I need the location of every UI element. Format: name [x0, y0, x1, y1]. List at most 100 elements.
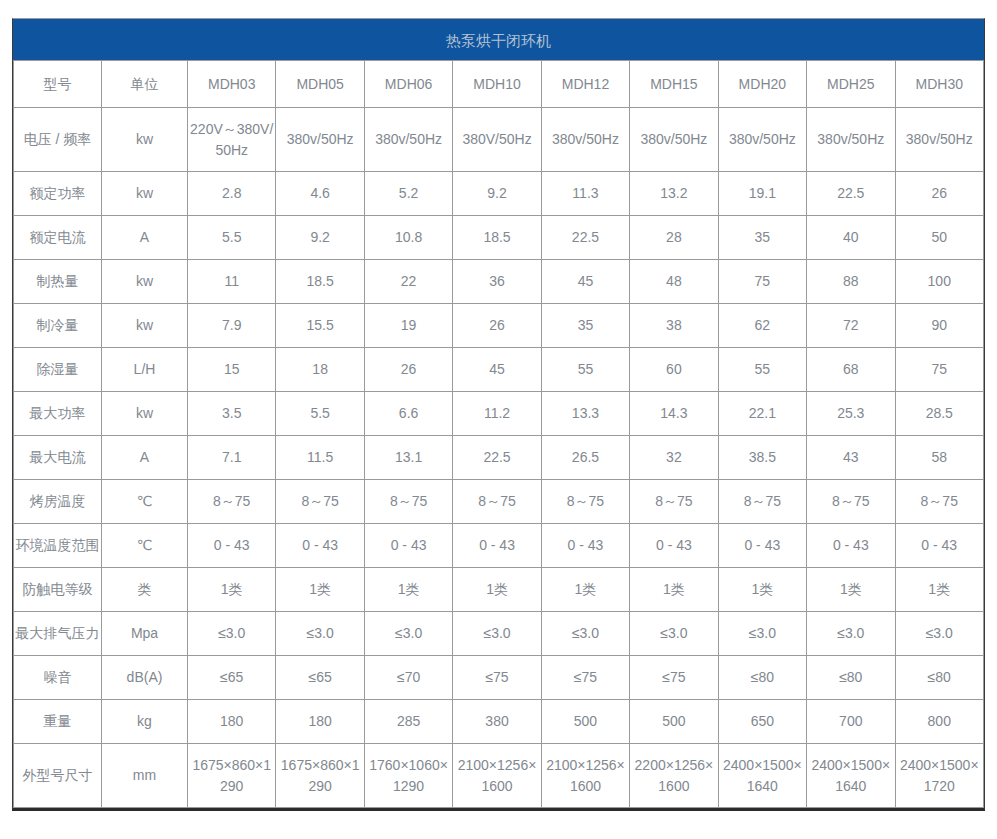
table-cell: 18.5: [453, 216, 541, 260]
table-row: 噪音dB(A)≤65≤65≤70≤75≤75≤75≤80≤80≤80: [14, 656, 984, 700]
table-cell: ≤3.0: [895, 612, 984, 656]
table-cell: 1760×1060×1290: [364, 744, 452, 808]
table-cell: 1类: [895, 568, 984, 612]
row-label: 最大排气压力: [14, 612, 102, 656]
table-cell: 5.5: [276, 392, 364, 436]
table-cell: 28: [630, 216, 718, 260]
column-header-mdh12: MDH12: [541, 61, 629, 108]
table-cell: 650: [718, 700, 806, 744]
spec-table: 热泵烘干闭环机 型号单位MDH03MDH05MDH06MDH10MDH12MDH…: [13, 19, 984, 808]
table-cell: 220V～380V/50Hz: [188, 108, 276, 172]
table-cell: 100: [895, 260, 984, 304]
table-row: 最大排气压力Mpa≤3.0≤3.0≤3.0≤3.0≤3.0≤3.0≤3.0≤3.…: [14, 612, 984, 656]
table-cell: 11.5: [276, 436, 364, 480]
table-row: 额定电流A5.59.210.818.522.528354050: [14, 216, 984, 260]
row-unit: kw: [102, 260, 188, 304]
table-cell: 0 - 43: [188, 524, 276, 568]
table-cell: 13.2: [630, 172, 718, 216]
row-label: 噪音: [14, 656, 102, 700]
column-header-mdh05: MDH05: [276, 61, 364, 108]
column-header-row: 型号单位MDH03MDH05MDH06MDH10MDH12MDH15MDH20M…: [14, 61, 984, 108]
table-cell: 36: [453, 260, 541, 304]
row-label: 外型号尺寸: [14, 744, 102, 808]
table-cell: 800: [895, 700, 984, 744]
table-row: 制热量kw1118.5223645487588100: [14, 260, 984, 304]
table-cell: 50: [895, 216, 984, 260]
table-cell: ≤65: [188, 656, 276, 700]
table-cell: 1类: [807, 568, 895, 612]
row-unit: kw: [102, 392, 188, 436]
table-cell: 7.1: [188, 436, 276, 480]
table-cell: 0 - 43: [807, 524, 895, 568]
row-label: 额定电流: [14, 216, 102, 260]
row-label: 环境温度范围: [14, 524, 102, 568]
table-cell: 22.1: [718, 392, 806, 436]
table-row: 防触电等级类1类1类1类1类1类1类1类1类1类: [14, 568, 984, 612]
table-cell: ≤75: [630, 656, 718, 700]
table-cell: 88: [807, 260, 895, 304]
table-cell: 380: [453, 700, 541, 744]
table-cell: 38.5: [718, 436, 806, 480]
table-cell: 26: [364, 348, 452, 392]
table-cell: 1类: [630, 568, 718, 612]
table-row: 制冷量kw7.915.519263538627290: [14, 304, 984, 348]
table-cell: 40: [807, 216, 895, 260]
table-cell: 1类: [188, 568, 276, 612]
table-cell: 2400×1500×1640: [807, 744, 895, 808]
row-unit: kw: [102, 108, 188, 172]
row-unit: mm: [102, 744, 188, 808]
table-cell: 8～75: [541, 480, 629, 524]
table-row: 额定功率kw2.84.65.29.211.313.219.122.526: [14, 172, 984, 216]
table-row: 外型号尺寸mm1675×860×12901675×860×12901760×10…: [14, 744, 984, 808]
row-unit: L/H: [102, 348, 188, 392]
table-cell: 35: [541, 304, 629, 348]
row-label: 制冷量: [14, 304, 102, 348]
row-label: 除湿量: [14, 348, 102, 392]
table-cell: 8～75: [807, 480, 895, 524]
table-cell: 380v/50Hz: [895, 108, 984, 172]
row-unit: ℃: [102, 480, 188, 524]
table-cell: 380v/50Hz: [541, 108, 629, 172]
table-cell: 13.3: [541, 392, 629, 436]
table-cell: 500: [630, 700, 718, 744]
row-unit: kg: [102, 700, 188, 744]
table-cell: 5.2: [364, 172, 452, 216]
row-unit: kw: [102, 172, 188, 216]
row-label: 最大功率: [14, 392, 102, 436]
row-label: 额定功率: [14, 172, 102, 216]
row-unit: Mpa: [102, 612, 188, 656]
table-cell: 62: [718, 304, 806, 348]
table-cell: ≤75: [453, 656, 541, 700]
table-cell: 45: [453, 348, 541, 392]
table-cell: ≤75: [541, 656, 629, 700]
table-cell: 26: [895, 172, 984, 216]
table-cell: 9.2: [453, 172, 541, 216]
table-cell: ≤3.0: [364, 612, 452, 656]
table-title-row: 热泵烘干闭环机: [14, 20, 984, 61]
table-cell: 22.5: [541, 216, 629, 260]
table-cell: 55: [718, 348, 806, 392]
row-unit: kw: [102, 304, 188, 348]
table-cell: 45: [541, 260, 629, 304]
table-cell: 700: [807, 700, 895, 744]
row-unit: dB(A): [102, 656, 188, 700]
table-cell: 380V/50Hz: [453, 108, 541, 172]
column-header-mdh20: MDH20: [718, 61, 806, 108]
table-cell: 18: [276, 348, 364, 392]
column-header-mdh03: MDH03: [188, 61, 276, 108]
table-cell: ≤80: [718, 656, 806, 700]
table-cell: 35: [718, 216, 806, 260]
table-cell: 1类: [364, 568, 452, 612]
table-cell: 13.1: [364, 436, 452, 480]
table-cell: 380v/50Hz: [276, 108, 364, 172]
table-cell: 72: [807, 304, 895, 348]
table-cell: ≤80: [895, 656, 984, 700]
table-cell: 32: [630, 436, 718, 480]
column-header-unit: 单位: [102, 61, 188, 108]
table-cell: ≤3.0: [453, 612, 541, 656]
row-label: 烤房温度: [14, 480, 102, 524]
column-header-model: 型号: [14, 61, 102, 108]
table-cell: 1类: [453, 568, 541, 612]
table-cell: ≤65: [276, 656, 364, 700]
row-unit: A: [102, 436, 188, 480]
